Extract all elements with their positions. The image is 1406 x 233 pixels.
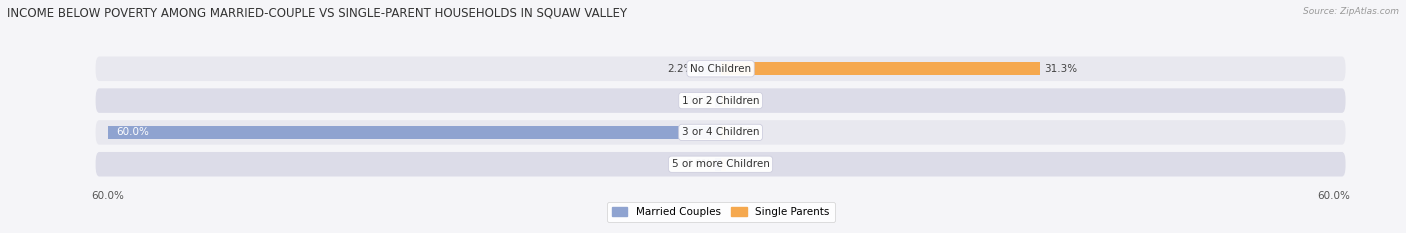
Text: 31.3%: 31.3% — [1045, 64, 1077, 74]
Bar — [108, 126, 721, 139]
FancyBboxPatch shape — [96, 120, 1346, 145]
Text: 1 or 2 Children: 1 or 2 Children — [682, 96, 759, 106]
Text: No Children: No Children — [690, 64, 751, 74]
Text: INCOME BELOW POVERTY AMONG MARRIED-COUPLE VS SINGLE-PARENT HOUSEHOLDS IN SQUAW V: INCOME BELOW POVERTY AMONG MARRIED-COUPL… — [7, 7, 627, 20]
Text: Source: ZipAtlas.com: Source: ZipAtlas.com — [1303, 7, 1399, 16]
FancyBboxPatch shape — [96, 152, 1346, 176]
Legend: Married Couples, Single Parents: Married Couples, Single Parents — [606, 202, 835, 222]
Text: 5 or more Children: 5 or more Children — [672, 159, 769, 169]
Text: 3 or 4 Children: 3 or 4 Children — [682, 127, 759, 137]
Bar — [716, 158, 721, 171]
Text: 0.0%: 0.0% — [685, 96, 711, 106]
Bar — [699, 62, 721, 75]
FancyBboxPatch shape — [96, 88, 1346, 113]
Text: 0.0%: 0.0% — [730, 127, 756, 137]
Text: 0.0%: 0.0% — [730, 96, 756, 106]
Text: 0.0%: 0.0% — [730, 159, 756, 169]
Text: 60.0%: 60.0% — [117, 127, 149, 137]
Text: 2.2%: 2.2% — [668, 64, 695, 74]
Bar — [721, 94, 725, 107]
FancyBboxPatch shape — [96, 57, 1346, 81]
Bar — [721, 126, 725, 139]
Bar — [721, 62, 1040, 75]
Text: 0.0%: 0.0% — [685, 159, 711, 169]
Bar — [716, 94, 721, 107]
Bar — [721, 158, 725, 171]
